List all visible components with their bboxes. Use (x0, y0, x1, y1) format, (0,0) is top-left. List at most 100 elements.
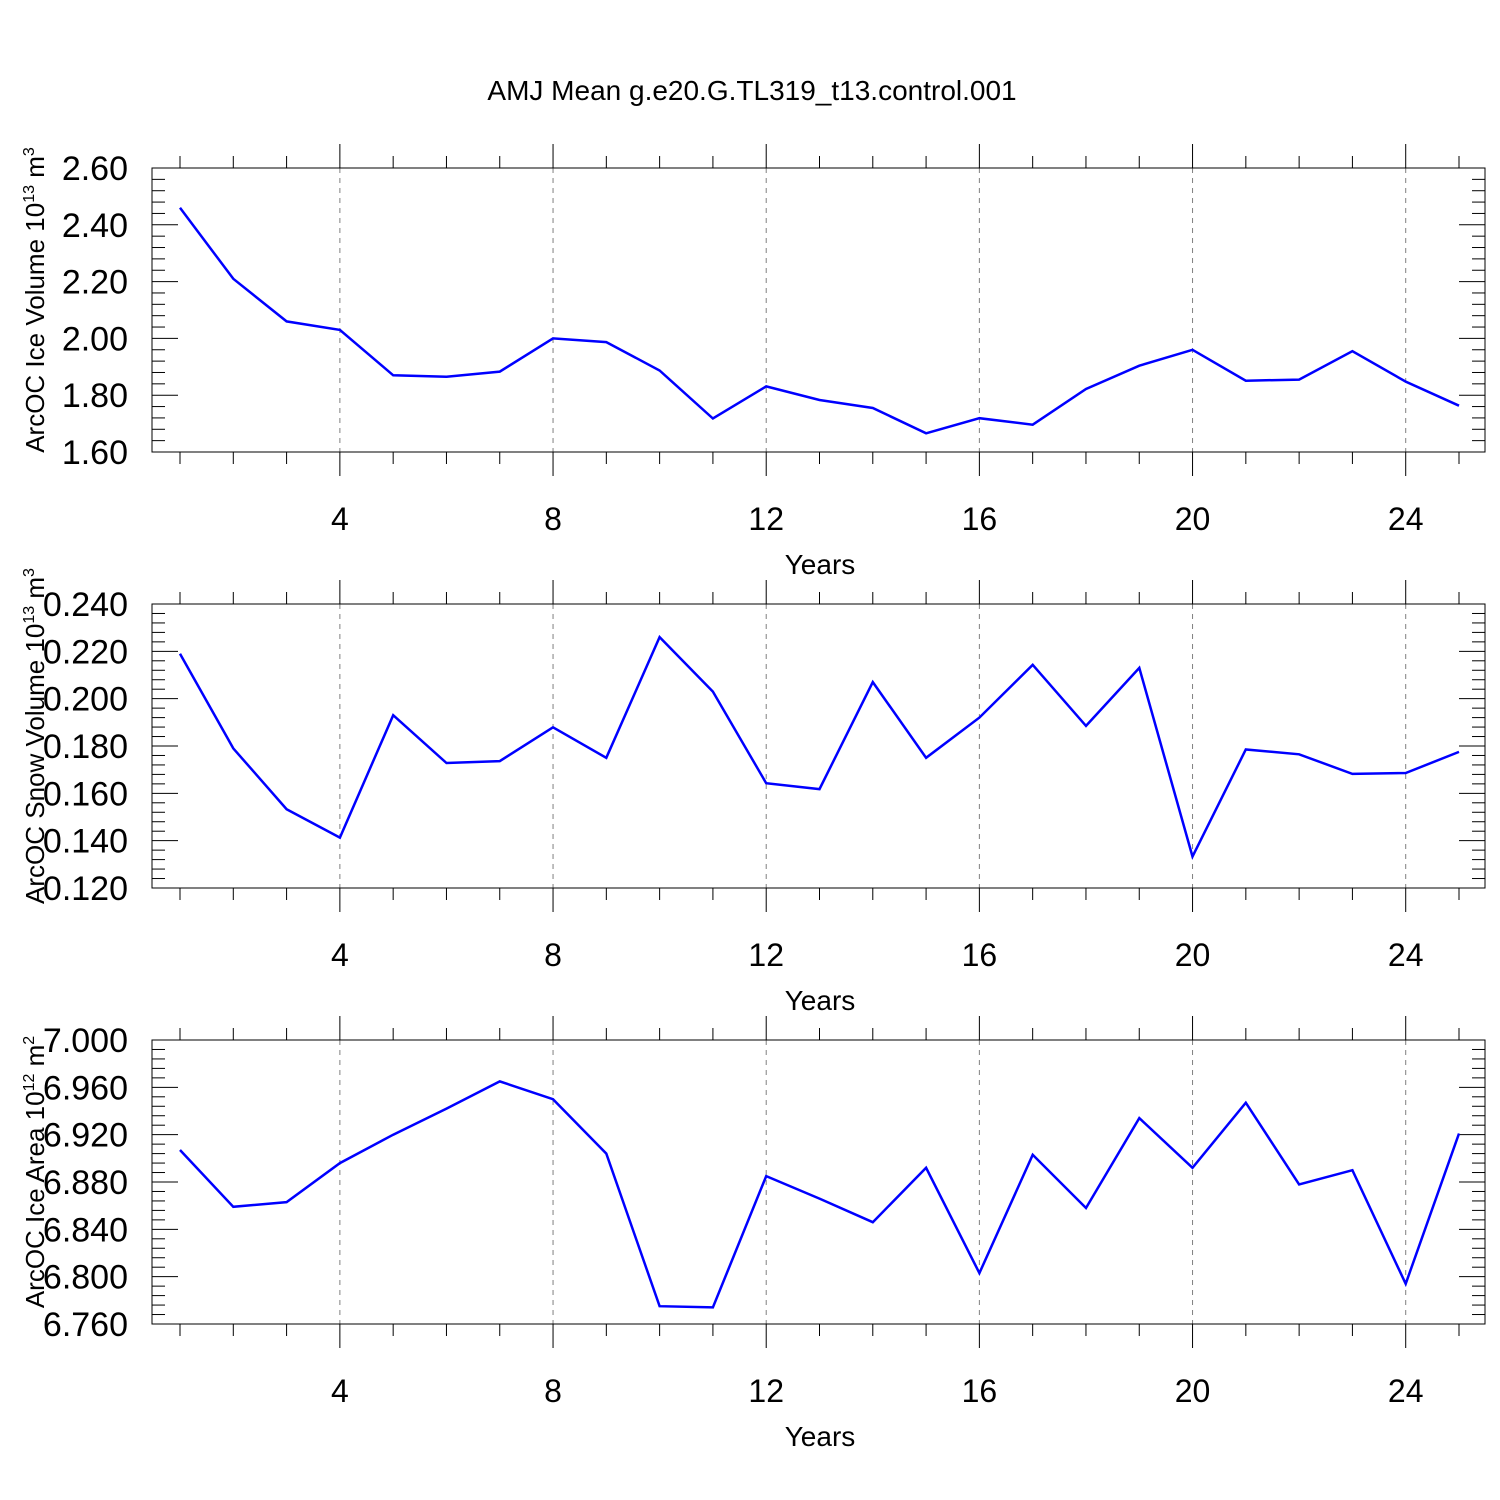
data-point (818, 787, 822, 791)
y-tick-label: 2.60 (62, 150, 128, 188)
y-axis-label-text: ArcOC Ice Volume 10 (20, 203, 50, 453)
data-point (1350, 772, 1354, 776)
data-point (338, 328, 342, 332)
data-point (1244, 1101, 1248, 1105)
data-point (1404, 1282, 1408, 1286)
data-point (231, 746, 235, 750)
y-axis-label-unit-exponent: 3 (21, 147, 38, 156)
data-point (924, 431, 928, 435)
data-point (1297, 1182, 1301, 1186)
x-tick-label: 12 (748, 1373, 784, 1409)
x-tick-label: 24 (1388, 937, 1424, 973)
x-tick-label: 4 (331, 937, 349, 973)
data-point (658, 368, 662, 372)
plot-frame (151, 1039, 1486, 1325)
y-axis-label-unit-exponent: 2 (21, 1036, 38, 1045)
data-point (1137, 364, 1141, 368)
data-point (1297, 752, 1301, 756)
x-tick-label: 16 (962, 501, 998, 537)
data-point (658, 1304, 662, 1308)
data-point (1191, 348, 1195, 352)
data-point (924, 756, 928, 760)
data-point (604, 756, 608, 760)
data-point (764, 781, 768, 785)
y-tick-label: 2.00 (62, 320, 128, 358)
y-axis-label: ArcOC Ice Volume 1013 m3 (20, 147, 50, 453)
y-tick-label: 6.960 (43, 1069, 128, 1107)
data-point (1457, 750, 1461, 754)
x-tick-label: 12 (748, 501, 784, 537)
y-axis-label-text: ArcOC Snow Volume 10 (20, 624, 50, 904)
data-point (711, 416, 715, 420)
y-tick-label: 2.40 (62, 207, 128, 245)
data-point (1084, 1206, 1088, 1210)
data-point (924, 1166, 928, 1170)
y-tick-label: 0.160 (43, 775, 128, 813)
x-tick-label: 8 (544, 1373, 562, 1409)
y-axis-label-text: ArcOC Ice Area 10 (20, 1091, 50, 1308)
y-tick-label: 0.180 (43, 728, 128, 766)
plot-1: 1.60 1.80 2.00 2.20 2.40 2.60 4 8 12 16 20 24 Years A… (20, 144, 1486, 580)
data-point (658, 635, 662, 639)
y-tick-label: 2.20 (62, 264, 128, 302)
x-tick-label: 4 (331, 1373, 349, 1409)
x-tick-label: 8 (544, 501, 562, 537)
data-point (498, 1079, 502, 1083)
plot-3: 6.760 6.800 6.840 6.880 6.920 6.960 7.000 4 8 12 1… (20, 1016, 1486, 1452)
y-tick-label: 0.220 (43, 633, 128, 671)
data-point (1137, 1116, 1141, 1120)
data-point (444, 761, 448, 765)
x-tick-label: 24 (1388, 501, 1424, 537)
data-point (231, 1205, 235, 1209)
data-point (498, 759, 502, 763)
y-tick-label: 0.140 (43, 823, 128, 861)
data-point (1244, 748, 1248, 752)
series-line (179, 1080, 1461, 1309)
data-point (444, 375, 448, 379)
data-point (977, 716, 981, 720)
data-point (711, 1305, 715, 1309)
data-point (1297, 378, 1301, 382)
x-tick-label: 4 (331, 501, 349, 537)
x-axis-label: Years (785, 985, 856, 1016)
data-point (1350, 349, 1354, 353)
y-tick-label: 6.920 (43, 1117, 128, 1155)
data-point (818, 1197, 822, 1201)
data-point (551, 1097, 555, 1101)
data-point (711, 690, 715, 694)
data-point (1031, 1153, 1035, 1157)
x-tick-label: 8 (544, 937, 562, 973)
data-point (1191, 855, 1195, 859)
data-point (338, 1161, 342, 1165)
data-point (977, 416, 981, 420)
plot-frame (151, 603, 1486, 889)
y-axis-label: ArcOC Snow Volume 1013 m3 (20, 568, 50, 904)
data-point (1244, 379, 1248, 383)
data-point (871, 1220, 875, 1224)
data-point (1084, 387, 1088, 391)
y-axis-label-unit: m (20, 577, 50, 606)
data-point (391, 1133, 395, 1137)
series-line (178, 634, 1460, 860)
data-point (1084, 724, 1088, 728)
y-tick-label: 7.000 (43, 1022, 128, 1060)
y-tick-label: 6.840 (43, 1211, 128, 1249)
y-tick-label: 0.200 (43, 681, 128, 719)
data-point (444, 1107, 448, 1111)
y-tick-label: 6.880 (43, 1164, 128, 1202)
data-point (871, 406, 875, 410)
data-point (1457, 1131, 1461, 1135)
y-axis-label-unit: m (20, 1045, 50, 1074)
data-point (1404, 771, 1408, 775)
data-point (285, 1200, 289, 1204)
x-tick-label: 24 (1388, 1373, 1424, 1409)
x-tick-label: 16 (962, 1373, 998, 1409)
data-point (818, 398, 822, 402)
x-axis-label: Years (785, 549, 856, 580)
y-tick-label: 6.760 (43, 1306, 128, 1344)
data-point (604, 340, 608, 344)
data-point (391, 373, 395, 377)
data-point (178, 652, 182, 656)
data-point (231, 277, 235, 281)
